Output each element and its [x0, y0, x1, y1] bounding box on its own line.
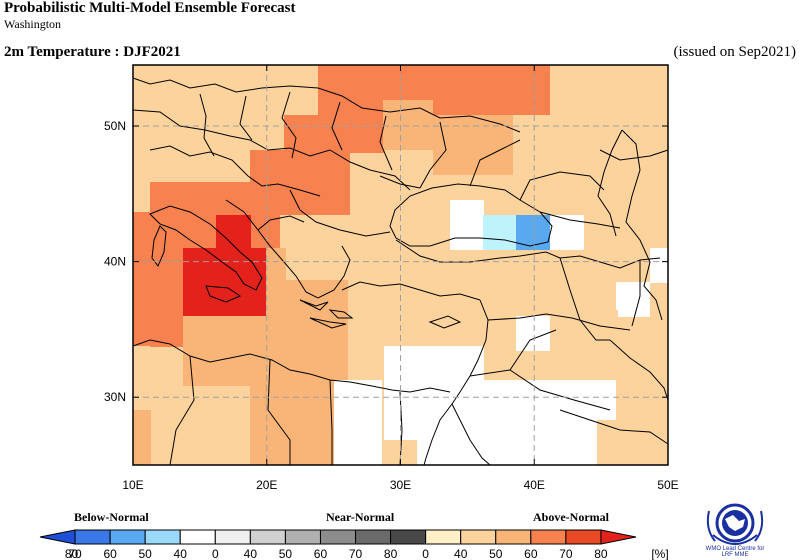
x-tick-label: 50E [657, 478, 678, 492]
legend-label: 50 [279, 547, 293, 560]
grid-cell [650, 248, 668, 283]
legend-swatch [355, 529, 392, 545]
x-tick-label: 30E [390, 478, 411, 492]
grid-cell [516, 316, 550, 351]
grid-cell [183, 316, 283, 351]
grid-cell [183, 346, 333, 386]
page-subtitle: Washington [4, 17, 62, 31]
legend-swatch [39, 529, 76, 545]
grid-cell [417, 380, 597, 465]
grid-cell [596, 380, 616, 420]
axis-ticks [132, 65, 669, 465]
legend-swatch [144, 529, 181, 545]
legend-label: 80 [65, 547, 79, 560]
grid-cell [383, 100, 433, 150]
legend-label: 60 [103, 547, 117, 560]
x-tick-label: 10E [122, 478, 143, 492]
grid-cell [550, 215, 584, 250]
legend-label: 60 [314, 547, 328, 560]
legend-swatch [284, 529, 321, 545]
legend-unit: [%] [651, 547, 668, 560]
legend-label: 40 [244, 547, 258, 560]
variable-label: 2m Temperature : DJF2021 [4, 44, 181, 60]
legend-label: 50 [138, 547, 152, 560]
legend-category-below: Below-Normal [74, 510, 149, 524]
legend-label: 0 [422, 547, 429, 560]
logo-caption: WMO Lead Centre for LRF MME [690, 546, 780, 558]
legend-swatch [109, 529, 146, 545]
legend-swatch [214, 529, 251, 545]
legend-swatch [319, 529, 357, 545]
y-tick-label: 50N [104, 119, 126, 133]
legend-label: 40 [174, 547, 188, 560]
y-tick-label: 30N [104, 390, 126, 404]
legend-label: 70 [559, 547, 573, 560]
wmo-logo [706, 503, 764, 545]
grid-cell [616, 282, 650, 317]
legend-swatch [249, 529, 286, 545]
legend-label: 0 [212, 547, 219, 560]
x-tick-label: 40E [524, 478, 545, 492]
grid-cell [433, 115, 513, 175]
grid-cell [450, 200, 484, 215]
grid-cell [583, 310, 618, 340]
legend-label: 80 [594, 547, 608, 560]
legend-swatch [495, 529, 532, 545]
graticule [133, 65, 668, 465]
page-title: Probabilistic Multi-Model Ensemble Forec… [4, 0, 296, 16]
grid-cell [183, 248, 266, 316]
legend-category-near: Near-Normal [326, 510, 395, 524]
legend-swatch [390, 529, 427, 545]
logo-caption-line1: WMO Lead Centre for [705, 546, 765, 552]
legend-swatch [530, 529, 567, 545]
logo-caption-line2: LRF MME [721, 552, 749, 558]
grid-cell [133, 410, 151, 465]
grid-cell [133, 212, 153, 346]
grid-cell [334, 380, 382, 465]
legend-swatch [460, 529, 497, 545]
y-tick-label: 40N [104, 255, 126, 269]
legend-swatch [600, 529, 637, 545]
legend-swatch [425, 529, 462, 545]
legend-swatch [179, 529, 216, 545]
x-tick-label: 20E [256, 478, 277, 492]
grid-cell [483, 215, 518, 250]
grid-cell [516, 215, 550, 250]
legend-label: 40 [454, 547, 468, 560]
legend-label: 70 [68, 547, 82, 560]
issued-date: (issued on Sep2021) [673, 44, 797, 60]
coastlines [132, 77, 669, 466]
legend-label: 60 [524, 547, 538, 560]
legend-swatch [74, 529, 111, 545]
grid-cell [450, 215, 485, 250]
legend-label: 80 [384, 547, 398, 560]
legend-swatch [565, 529, 602, 545]
axis-tick-labels: 10E 20E 30E 40E 50E 30N 40N 50N [104, 119, 679, 492]
grid-cell [318, 65, 550, 115]
grid-cell [384, 346, 484, 381]
legend-label: 70 [349, 547, 363, 560]
grid-cell [216, 215, 251, 250]
legend-category-above: Above-Normal [533, 510, 609, 524]
legend-label: 50 [489, 547, 503, 560]
